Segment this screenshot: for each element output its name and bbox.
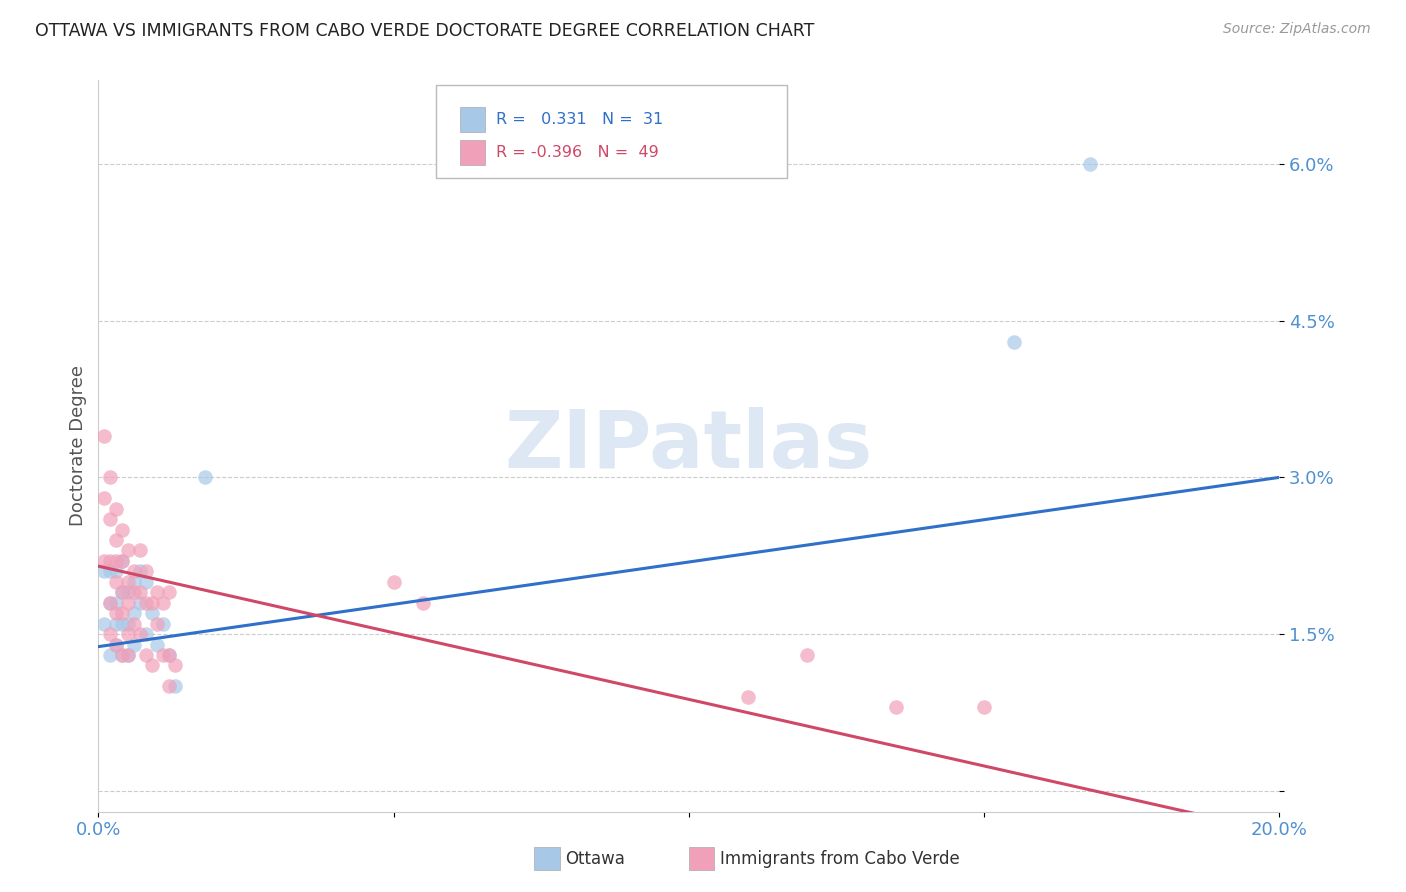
Point bbox=[93, 491, 115, 506]
Point bbox=[105, 554, 128, 568]
Point bbox=[98, 627, 121, 641]
Point bbox=[128, 627, 150, 641]
Text: R = -0.396   N =  49: R = -0.396 N = 49 bbox=[496, 145, 659, 160]
Point bbox=[122, 565, 145, 579]
Text: Ottawa: Ottawa bbox=[565, 850, 626, 868]
Point bbox=[117, 648, 139, 662]
Text: OTTAWA VS IMMIGRANTS FROM CABO VERDE DOCTORATE DEGREE CORRELATION CHART: OTTAWA VS IMMIGRANTS FROM CABO VERDE DOC… bbox=[35, 22, 814, 40]
Point bbox=[111, 648, 134, 662]
Point bbox=[412, 596, 434, 610]
Point bbox=[165, 679, 187, 693]
Point bbox=[141, 658, 163, 673]
Point bbox=[135, 648, 157, 662]
Point bbox=[98, 596, 121, 610]
Point bbox=[105, 638, 128, 652]
Point bbox=[737, 690, 759, 704]
Point bbox=[111, 585, 134, 599]
Point bbox=[105, 565, 128, 579]
Point bbox=[194, 470, 217, 484]
Point bbox=[93, 616, 115, 631]
Point bbox=[105, 501, 128, 516]
Point bbox=[111, 523, 134, 537]
Point bbox=[128, 565, 150, 579]
Point bbox=[122, 638, 145, 652]
Point bbox=[98, 565, 121, 579]
Point bbox=[98, 554, 121, 568]
Point bbox=[1080, 157, 1102, 171]
Point bbox=[117, 543, 139, 558]
Point bbox=[111, 616, 134, 631]
Point bbox=[98, 648, 121, 662]
Point bbox=[105, 596, 128, 610]
Point bbox=[973, 700, 995, 714]
Point bbox=[135, 596, 157, 610]
Point bbox=[128, 585, 150, 599]
Point bbox=[122, 585, 145, 599]
Point bbox=[146, 585, 169, 599]
Point bbox=[93, 554, 115, 568]
Point bbox=[141, 596, 163, 610]
Point bbox=[165, 658, 187, 673]
Point bbox=[135, 574, 157, 589]
Point bbox=[157, 679, 180, 693]
Point bbox=[141, 606, 163, 620]
Point bbox=[117, 616, 139, 631]
Point bbox=[117, 596, 139, 610]
Point bbox=[157, 648, 180, 662]
Point bbox=[128, 543, 150, 558]
Point bbox=[122, 616, 145, 631]
Point bbox=[98, 512, 121, 526]
Point bbox=[111, 554, 134, 568]
Point bbox=[152, 616, 174, 631]
Point bbox=[105, 638, 128, 652]
Point bbox=[105, 574, 128, 589]
Point bbox=[135, 627, 157, 641]
Point bbox=[146, 616, 169, 631]
Point bbox=[796, 648, 818, 662]
Text: ZIPatlas: ZIPatlas bbox=[505, 407, 873, 485]
Point bbox=[98, 470, 121, 484]
Point bbox=[111, 585, 134, 599]
Point bbox=[157, 585, 180, 599]
Point bbox=[117, 585, 139, 599]
Point bbox=[93, 565, 115, 579]
Point bbox=[105, 533, 128, 547]
Point bbox=[1002, 334, 1025, 349]
Point bbox=[98, 596, 121, 610]
Point bbox=[122, 574, 145, 589]
Point bbox=[122, 606, 145, 620]
Text: R =   0.331   N =  31: R = 0.331 N = 31 bbox=[496, 112, 664, 127]
Point bbox=[93, 428, 115, 442]
Point bbox=[105, 606, 128, 620]
Point bbox=[117, 648, 139, 662]
Point bbox=[146, 638, 169, 652]
Point bbox=[111, 606, 134, 620]
Point bbox=[111, 554, 134, 568]
Point bbox=[128, 596, 150, 610]
Point bbox=[152, 596, 174, 610]
Y-axis label: Doctorate Degree: Doctorate Degree bbox=[69, 366, 87, 526]
Point bbox=[105, 616, 128, 631]
Point bbox=[382, 574, 405, 589]
Point bbox=[117, 574, 139, 589]
Text: Source: ZipAtlas.com: Source: ZipAtlas.com bbox=[1223, 22, 1371, 37]
Text: Immigrants from Cabo Verde: Immigrants from Cabo Verde bbox=[720, 850, 960, 868]
Point bbox=[157, 648, 180, 662]
Point bbox=[884, 700, 907, 714]
Point bbox=[135, 565, 157, 579]
Point bbox=[111, 648, 134, 662]
Point bbox=[117, 627, 139, 641]
Point bbox=[152, 648, 174, 662]
